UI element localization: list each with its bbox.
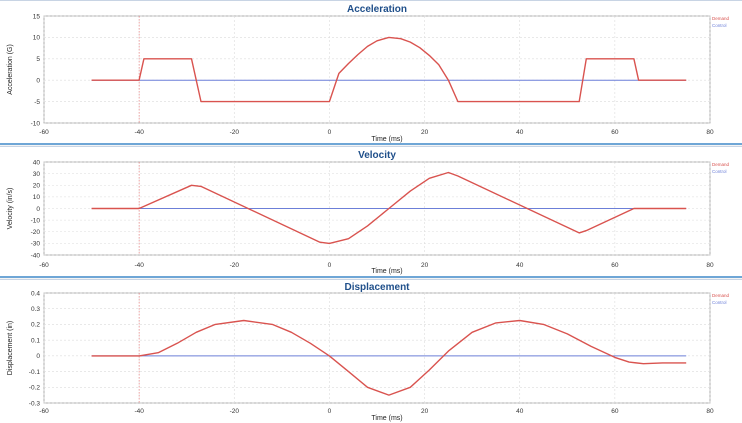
x-axis-label: Time (ms) [371, 415, 402, 422]
y-tick-label: 0 [36, 206, 40, 213]
y-tick-label: 0.3 [31, 306, 40, 313]
x-tick-label: 60 [611, 262, 619, 269]
y-tick-label: 0.2 [31, 322, 40, 329]
x-axis-label: Time (ms) [371, 136, 402, 143]
legend-entry-control: Control [712, 300, 727, 305]
panel-divider[interactable] [0, 276, 742, 278]
x-tick-label: -60 [39, 129, 49, 136]
velocity-chart: Velocity -60 -40 -20 0 20 40 60 80 -40 -30 -20 -10 0 1… [7, 150, 730, 275]
y-tick-label: -40 [31, 252, 41, 259]
series-line-demand [91, 36, 687, 103]
x-tick-label: -40 [134, 408, 144, 415]
x-tick-label: 60 [611, 129, 619, 136]
x-tick-label: 80 [706, 262, 714, 269]
x-tick-label: -40 [134, 262, 144, 269]
y-axis-label: Velocity (in/s) [7, 188, 14, 230]
plot-area [43, 292, 711, 404]
acceleration-chart-panel: Acceleration -60 -40 -20 0 20 40 60 80 -10 -5 0 5 10 1… [0, 0, 742, 143]
chart-title: Acceleration [347, 4, 407, 15]
y-axis-label: Acceleration (G) [7, 44, 14, 95]
displacement-chart-panel: Displacement -60 -40 -20 0 20 40 60 80 -0.3 -0.2 -0… [0, 279, 742, 423]
y-tick-label: 0.4 [31, 290, 40, 297]
x-tick-label: 40 [516, 408, 524, 415]
chart-title: Displacement [344, 282, 410, 293]
x-tick-label: 20 [421, 129, 429, 136]
legend-entry-control: Control [712, 23, 727, 28]
series-line-demand [91, 171, 687, 245]
x-tick-label: -60 [39, 408, 49, 415]
x-tick-label: -60 [39, 262, 49, 269]
y-tick-label: -10 [31, 120, 41, 127]
legend-entry-demand: Demand [712, 162, 730, 167]
y-axis-label: Displacement (in) [7, 321, 14, 375]
y-tick-label: 20 [33, 183, 41, 190]
y-tick-label: -0.2 [29, 385, 41, 392]
x-tick-label: 40 [516, 262, 524, 269]
x-tick-label: 0 [328, 408, 332, 415]
legend-entry-demand: Demand [712, 16, 730, 21]
y-tick-label: 0 [36, 353, 40, 360]
x-tick-label: 0 [328, 262, 332, 269]
y-tick-label: -20 [31, 229, 41, 236]
legend-entry-demand: Demand [712, 293, 730, 298]
x-tick-label: 20 [421, 262, 429, 269]
y-tick-label: 10 [33, 35, 41, 42]
x-tick-label: 60 [611, 408, 619, 415]
y-tick-label: 10 [33, 194, 41, 201]
x-tick-label: -20 [230, 408, 240, 415]
y-tick-label: 30 [33, 171, 41, 178]
x-axis-label: Time (ms) [371, 268, 402, 275]
x-tick-label: 40 [516, 129, 524, 136]
velocity-chart-panel: Velocity -60 -40 -20 0 20 40 60 80 -40 -30 -20 -10 0 1… [0, 146, 742, 277]
chart-title: Velocity [358, 150, 396, 161]
x-tick-label: -20 [230, 262, 240, 269]
y-tick-label: -30 [31, 241, 41, 248]
y-tick-label: -0.3 [29, 400, 41, 407]
x-tick-label: -40 [134, 129, 144, 136]
displacement-chart: Displacement -60 -40 -20 0 20 40 60 80 -0.3 -0.2 -0… [7, 282, 730, 422]
x-tick-label: 0 [328, 129, 332, 136]
x-tick-label: 80 [706, 408, 714, 415]
series-line-demand [91, 319, 687, 396]
y-tick-label: 0.1 [31, 337, 40, 344]
x-tick-label: 80 [706, 129, 714, 136]
y-tick-label: 40 [33, 159, 41, 166]
y-tick-label: -5 [34, 99, 40, 106]
panel-divider[interactable] [0, 143, 742, 145]
plot-area [43, 15, 711, 124]
acceleration-chart: Acceleration -60 -40 -20 0 20 40 60 80 -10 -5 0 5 10 1… [7, 4, 730, 143]
y-tick-label: 15 [33, 13, 41, 20]
x-tick-label: -20 [230, 129, 240, 136]
y-tick-label: -0.1 [29, 369, 41, 376]
x-tick-label: 20 [421, 408, 429, 415]
y-tick-label: 5 [36, 56, 40, 63]
y-tick-label: -10 [31, 217, 41, 224]
y-tick-label: 0 [36, 78, 40, 85]
legend-entry-control: Control [712, 169, 727, 174]
